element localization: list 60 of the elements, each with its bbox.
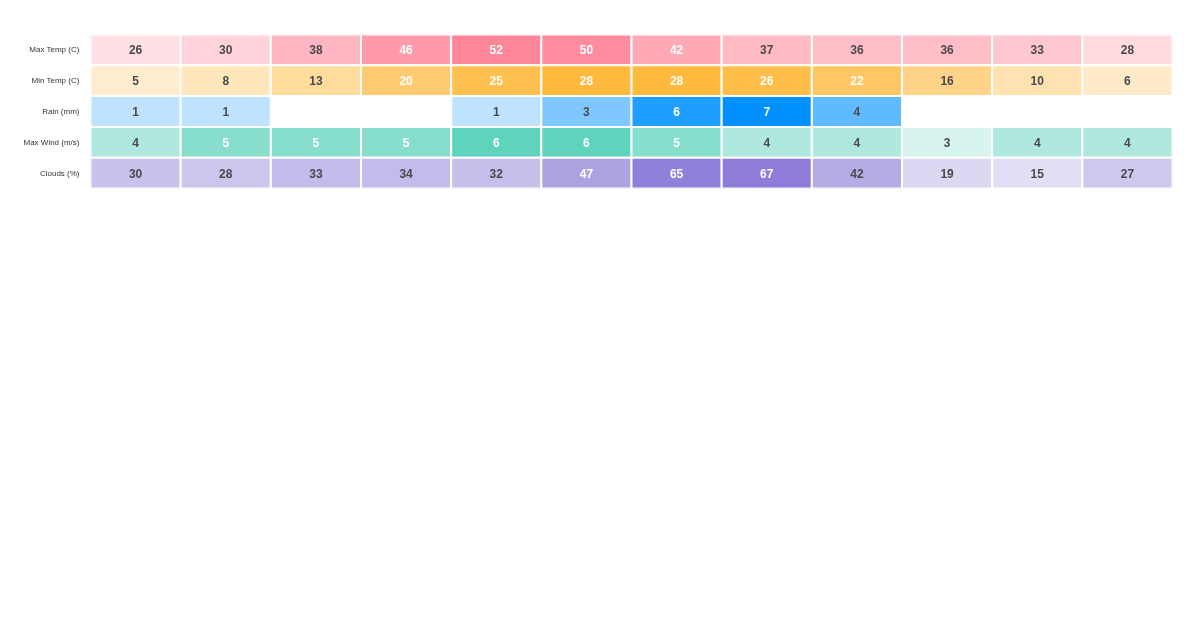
data-label: 42: [669, 43, 684, 58]
data-label: 19: [940, 166, 955, 181]
data-label: 3: [943, 135, 951, 150]
data-label: 5: [222, 135, 230, 150]
y-tick-label: Min Temp (C): [31, 76, 80, 86]
data-label: 6: [673, 105, 681, 119]
data-label: 38: [309, 43, 323, 58]
data-label: 5: [312, 135, 320, 150]
data-label: 36: [850, 43, 864, 58]
data-label: 15: [1030, 166, 1045, 181]
data-label: 4: [853, 105, 861, 119]
data-label: 6: [583, 135, 591, 150]
data-label: 52: [489, 43, 504, 58]
data-label: 46: [399, 43, 414, 58]
data-label: 7: [763, 105, 771, 119]
data-label: 4: [763, 135, 771, 150]
data-label: 22: [850, 74, 864, 89]
data-label: 30: [219, 43, 233, 58]
data-label: 47: [579, 166, 594, 181]
data-label: 20: [399, 74, 414, 89]
data-label: 8: [222, 74, 230, 89]
data-label: 6: [1124, 74, 1132, 89]
data-label: 36: [940, 43, 955, 58]
data-label: 26: [128, 43, 143, 58]
data-label: 25: [489, 74, 504, 89]
data-label: 33: [1030, 43, 1045, 58]
data-label: 5: [673, 135, 681, 150]
data-label: 4: [853, 135, 861, 150]
data-label: 26: [760, 74, 774, 89]
data-label: 37: [760, 43, 774, 58]
data-label: 30: [128, 166, 143, 181]
data-label: 1: [132, 105, 140, 119]
data-label: 34: [399, 166, 414, 181]
data-label: 6: [492, 135, 500, 150]
data-label: 4: [1033, 135, 1041, 150]
y-tick-label: Clouds (%): [39, 168, 80, 178]
data-label: 16: [940, 74, 955, 89]
data-label: 1: [492, 105, 500, 119]
data-label: 32: [489, 166, 504, 181]
data-label: 33: [309, 166, 323, 181]
data-label: 13: [309, 74, 323, 89]
data-label: 28: [219, 166, 233, 181]
data-label: 1: [222, 105, 230, 119]
data-label: 28: [579, 74, 594, 89]
data-label: 3: [583, 105, 591, 119]
y-tick-label: Rain (mm): [42, 107, 80, 116]
data-label: 42: [850, 166, 864, 181]
data-label: 27: [1120, 166, 1135, 181]
data-label: 5: [132, 74, 140, 89]
y-tick-label: Max Temp (C): [29, 45, 80, 55]
data-label: 65: [669, 166, 684, 181]
data-label: 28: [1120, 43, 1135, 58]
data-label: 4: [132, 135, 140, 150]
data-label: 5: [402, 135, 410, 150]
data-label: 50: [579, 43, 594, 58]
y-tick-label: Max Wind (m/s): [23, 137, 80, 147]
data-label: 67: [760, 166, 774, 181]
data-label: 28: [669, 74, 684, 89]
data-label: 4: [1124, 135, 1132, 150]
data-label: 10: [1030, 74, 1045, 89]
